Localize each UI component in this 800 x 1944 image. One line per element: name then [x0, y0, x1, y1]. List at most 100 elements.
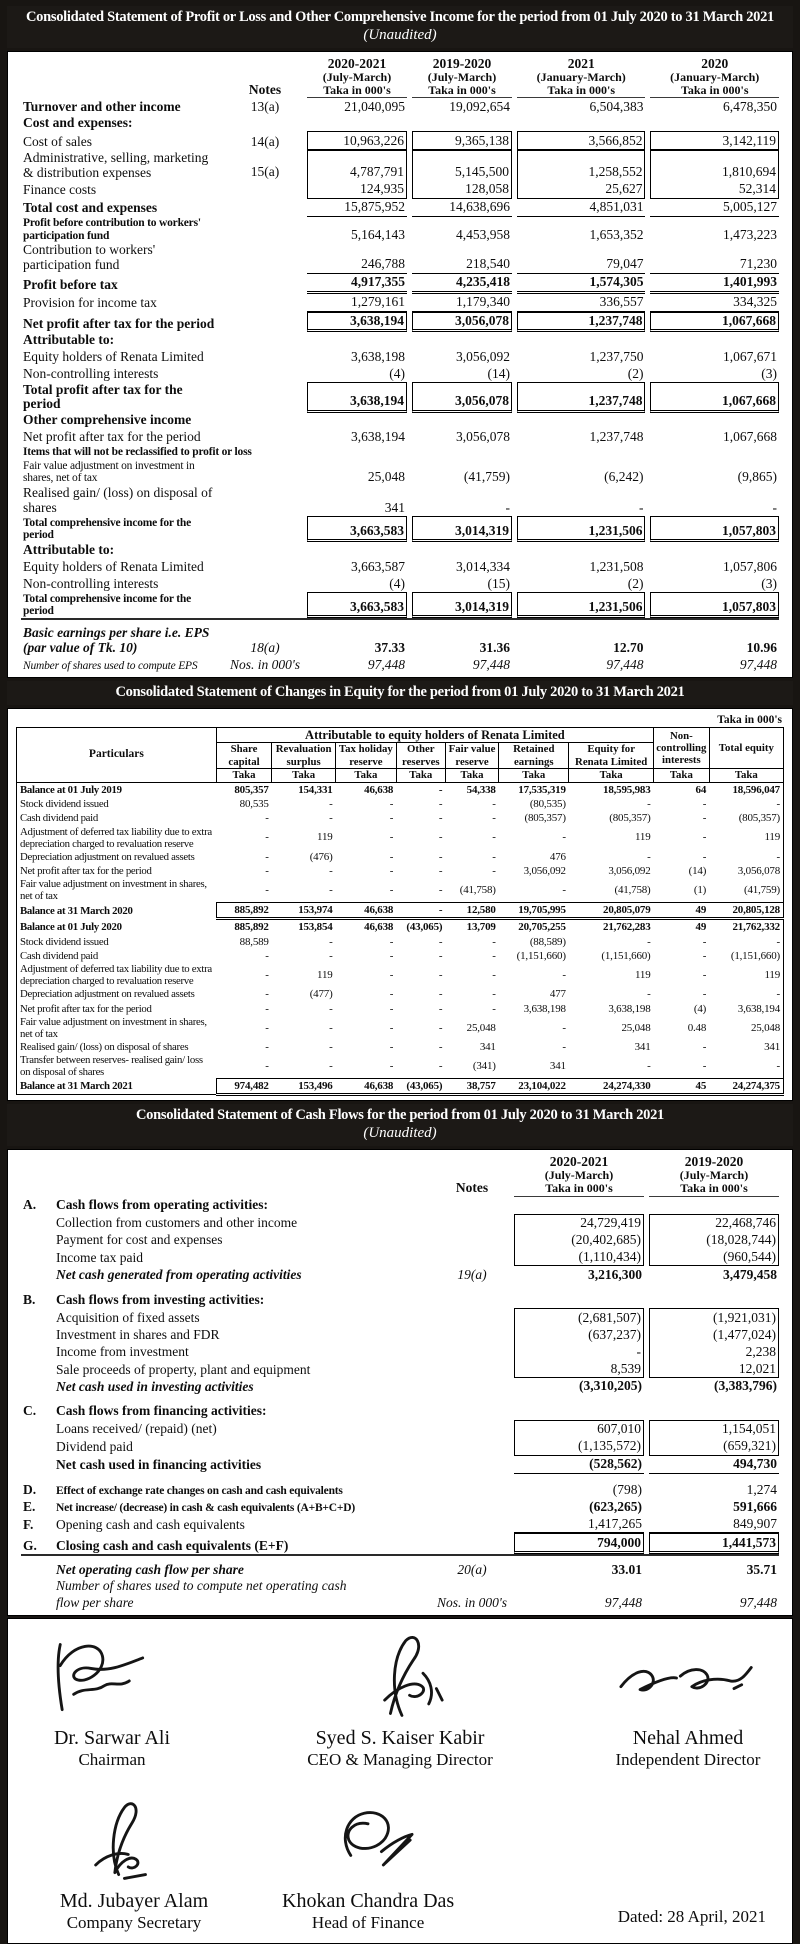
row-value: -: [389, 969, 394, 982]
row-value: (805,357): [609, 812, 651, 825]
row-value: 1,401,993: [650, 274, 779, 294]
row-value: -: [702, 1041, 707, 1054]
row-value: (2,681,507): [514, 1308, 645, 1327]
row-value: (2): [627, 365, 644, 381]
cashflow-row: flow per share Nos. in 000's 97,448 97,448: [21, 1594, 779, 1611]
row-value: (1,110,434): [514, 1248, 645, 1267]
signatory-title: CEO & Managing Director: [307, 1749, 493, 1769]
cashflow-row: Sale proceeds of property, plant and equ…: [21, 1360, 779, 1378]
row-value: 119: [635, 831, 651, 844]
row-value: 607,010: [514, 1419, 645, 1438]
equity-row: Adjustment of deferred tax liability due…: [17, 826, 784, 850]
cashflow-row: E. Net increase/ (decrease) in cash & cas…: [21, 1499, 779, 1516]
statement-row: Attributable to:: [21, 332, 779, 348]
row-value: -: [492, 850, 496, 863]
row-value: -: [329, 1060, 333, 1072]
cashflow-row: Dividend paid (1,135,572) (659,321): [21, 1437, 779, 1456]
row-value: 1,810,694: [650, 150, 779, 181]
row-value: -: [438, 969, 443, 982]
row-label: Profit before tax: [23, 277, 118, 293]
row-value: -: [265, 1002, 269, 1015]
row-label: Cash dividend paid: [20, 812, 98, 825]
row-notes: [435, 1499, 509, 1516]
row-value: (3,310,205): [579, 1378, 643, 1394]
range-label: (January-March): [536, 70, 626, 85]
row-value: -: [389, 1060, 394, 1072]
row-value: -: [492, 949, 496, 962]
row-notes: [228, 181, 302, 199]
row-value: (1,151,660): [730, 949, 780, 962]
row-value: 3,638,198: [523, 1002, 566, 1015]
row-notes: [435, 1533, 509, 1554]
row-value: -: [329, 935, 333, 948]
row-notes: [228, 274, 302, 294]
signatory-title: Independent Director: [615, 1749, 761, 1769]
equity-row: Transfer between reserves- realised gain…: [17, 1054, 784, 1078]
cashflow-row: Net cash used in financing activities (52…: [21, 1456, 779, 1474]
statement3-body: A. Cash flows from operating activities: C…: [21, 1197, 779, 1611]
signatory-name: Khokan Chandra Das: [282, 1889, 455, 1912]
row-value: 97,448: [739, 1594, 777, 1610]
equity-row: Stock dividend issued 88,589 - - - - (88,589) -…: [17, 935, 784, 949]
row-value: 46,638: [364, 921, 394, 934]
row-value: 1,237,750: [589, 348, 644, 364]
row-label: Total comprehensive income for the perio…: [23, 592, 192, 618]
equity-body: Balance at 01 July 2019 805,357 154,331 46,…: [17, 782, 785, 1097]
equity-row: Fair value adjustment on investment in s…: [17, 1016, 784, 1040]
row-value: 10,963,226: [307, 131, 407, 151]
row-value: 3,638,194: [737, 1002, 780, 1015]
row-value: -: [389, 1002, 394, 1015]
row-value: -: [438, 797, 443, 810]
period-label: 2020: [701, 55, 729, 71]
row-value: 31.36: [479, 639, 510, 655]
statement3-subtitle: (Unaudited): [363, 1125, 437, 1142]
row-value: 3,056,092: [455, 348, 510, 364]
row-value: 885,892: [234, 921, 269, 934]
row-label: Total profit after tax for the period: [23, 381, 183, 412]
row-label: Realised gain/ (loss) on disposal of sha…: [20, 1041, 189, 1054]
row-value: -: [265, 1060, 269, 1072]
row-value: 19,092,654: [449, 98, 510, 114]
row-value: -: [492, 812, 496, 825]
row-notes: [435, 1420, 509, 1438]
taka-subheader-row: Taka Taka Taka Taka Taka Taka Taka Taka Taka: [17, 768, 785, 783]
row-value: -: [389, 883, 394, 896]
row-value: 10.96: [746, 639, 777, 655]
row-value: 18,595,983: [603, 783, 651, 796]
row-label: Fair value adjustment on investment in s…: [20, 878, 207, 903]
row-value: (1,477,024): [649, 1326, 779, 1344]
row-notes: [435, 1343, 509, 1360]
row-value: -: [438, 783, 443, 796]
row-letter: [21, 1594, 49, 1611]
row-value: -: [389, 864, 394, 877]
row-value: 1,653,352: [589, 226, 644, 242]
row-value: 3,663,583: [307, 592, 407, 619]
row-notes: [228, 459, 302, 485]
row-value: 1,274: [746, 1482, 777, 1498]
row-value: -: [265, 864, 269, 877]
equity-row: Net profit after tax for the period - - - - -…: [17, 864, 784, 878]
equity-column-header: Tax holiday reserve: [335, 742, 397, 770]
row-spacer: [21, 1283, 779, 1291]
row-value: 33.01: [611, 1561, 643, 1577]
row-label: Administrative, selling, marketing & dis…: [23, 149, 209, 180]
row-value: -: [562, 883, 566, 896]
row-value: -: [702, 949, 707, 962]
row-notes: 15(a): [250, 164, 280, 180]
row-value: 14,638,696: [412, 199, 512, 217]
row-value: (960,544): [649, 1248, 779, 1267]
row-label: Net profit after tax for the period: [23, 429, 201, 445]
row-value: 88,589: [239, 935, 269, 948]
row-value: 52,314: [650, 180, 779, 199]
cashflow-row: Collection from customers and other inco…: [21, 1213, 779, 1232]
section-divider: [21, 1554, 779, 1561]
row-value: 1,067,671: [723, 348, 777, 364]
statement-row: Equity holders of Renata Limited 3,638,19…: [21, 348, 779, 365]
column-header-row: Notes 2020-2021 (July-March) Taka in 000's 2…: [21, 1154, 779, 1197]
row-value: 476: [549, 850, 566, 863]
row-value: 21,040,095: [344, 98, 405, 114]
statement3-panel: Notes 2020-2021 (July-March) Taka in 000's 2…: [7, 1149, 793, 1616]
row-letter: [21, 1343, 49, 1360]
row-letter: [21, 1360, 49, 1378]
cashflow-row: [21, 1554, 779, 1561]
